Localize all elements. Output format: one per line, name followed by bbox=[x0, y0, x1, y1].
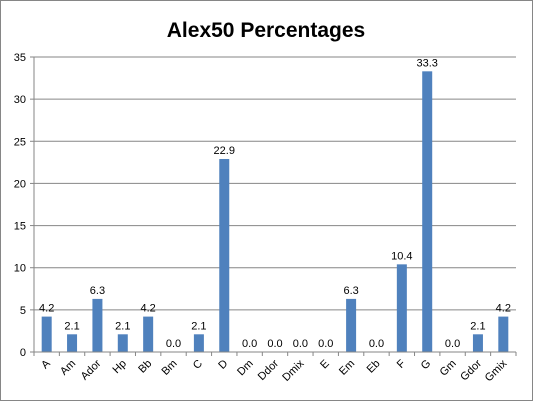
bar bbox=[396, 264, 407, 352]
data-label: 2.1 bbox=[64, 320, 79, 332]
data-label: 33.3 bbox=[416, 57, 437, 69]
data-label: 2.1 bbox=[191, 320, 206, 332]
bar bbox=[193, 334, 204, 352]
data-label: 0.0 bbox=[166, 338, 181, 350]
bar bbox=[41, 316, 52, 352]
gridlines bbox=[34, 56, 516, 311]
x-axis-tick-labels: A Am Ador Hp Bb Bm C D Dm Ddor Dmix E Em Eb F G Gm GdorGm… bbox=[39, 357, 510, 384]
data-label: 0.0 bbox=[318, 338, 333, 350]
bar bbox=[422, 71, 433, 352]
y-tick-label: 35 bbox=[14, 52, 26, 64]
bar bbox=[346, 298, 357, 352]
data-label: 0.0 bbox=[369, 338, 384, 350]
x-tick-label: A bbox=[39, 357, 53, 371]
bar bbox=[498, 316, 509, 352]
y-tick-label: 25 bbox=[14, 136, 26, 148]
x-tick-label: C bbox=[191, 358, 205, 372]
data-label: 4.2 bbox=[141, 303, 156, 315]
bar bbox=[219, 158, 230, 352]
x-tick-label: Bm bbox=[159, 358, 179, 378]
x-tick-label: Ador bbox=[79, 357, 104, 382]
x-tick-label: Dmix bbox=[280, 357, 307, 384]
bar bbox=[117, 334, 128, 352]
y-tick-label: 15 bbox=[14, 221, 26, 233]
axes bbox=[30, 56, 517, 356]
x-tick-label: Am bbox=[58, 358, 78, 378]
data-labels: 4.2 2.1 6.3 2.1 4.2 0.0 2.1 22.9 0.0 0.0 0.0 0.0 6.3… bbox=[39, 57, 511, 350]
x-tick-label: Gm bbox=[438, 358, 459, 379]
bar bbox=[67, 334, 78, 352]
data-label: 4.2 bbox=[496, 303, 511, 315]
x-tick-label: Dm bbox=[235, 358, 256, 379]
x-tick-label: E bbox=[318, 358, 332, 372]
y-tick-label: 0 bbox=[20, 347, 26, 359]
data-label: 0.0 bbox=[445, 338, 460, 350]
data-label: 2.1 bbox=[470, 320, 485, 332]
bar bbox=[143, 316, 154, 352]
chart-title: Alex50 Percentages bbox=[167, 19, 365, 42]
x-tick-label: Gmix bbox=[483, 357, 510, 384]
x-tick-label: Em bbox=[337, 358, 357, 378]
y-tick-label: 10 bbox=[14, 263, 26, 275]
x-tick-label: F bbox=[395, 357, 408, 370]
x-tick-label: G bbox=[419, 358, 434, 373]
bar bbox=[92, 298, 103, 352]
data-label: 2.1 bbox=[115, 320, 130, 332]
data-label: 4.2 bbox=[39, 303, 54, 315]
y-tick-label: 20 bbox=[14, 178, 26, 190]
data-label: 22.9 bbox=[214, 145, 235, 157]
data-label: 10.4 bbox=[391, 250, 412, 262]
data-label: 0.0 bbox=[267, 338, 282, 350]
y-tick-label: 5 bbox=[20, 305, 26, 317]
data-label: 6.3 bbox=[90, 285, 105, 297]
x-tick-label: Gdor bbox=[458, 357, 484, 383]
y-axis-tick-labels: 0 5 10 15 20 25 30 35 bbox=[14, 52, 26, 359]
x-tick-label: Eb bbox=[365, 358, 383, 376]
y-tick-label: 30 bbox=[14, 94, 26, 106]
x-tick-label: Ddor bbox=[256, 357, 282, 383]
x-tick-label: Bb bbox=[136, 358, 154, 376]
x-tick-label: D bbox=[216, 358, 230, 372]
data-label: 6.3 bbox=[343, 285, 358, 297]
bar bbox=[472, 334, 483, 352]
data-label: 0.0 bbox=[293, 338, 308, 350]
x-tick-label: Hp bbox=[110, 358, 128, 376]
data-label: 0.0 bbox=[242, 338, 257, 350]
bars bbox=[41, 71, 509, 352]
